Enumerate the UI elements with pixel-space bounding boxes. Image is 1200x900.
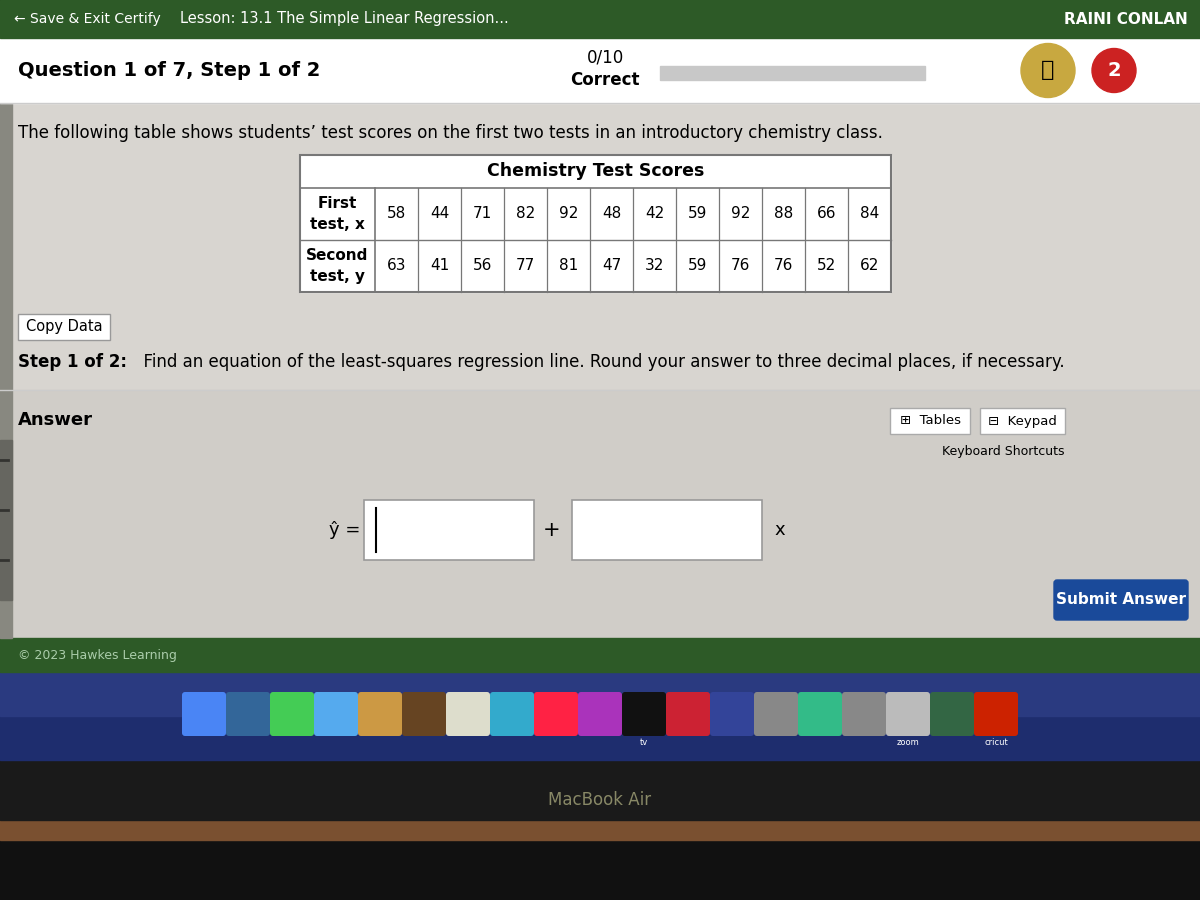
Circle shape (1021, 43, 1075, 97)
FancyBboxPatch shape (890, 408, 970, 434)
Text: 2: 2 (1108, 61, 1121, 80)
Bar (660, 66, 925, 80)
FancyBboxPatch shape (226, 692, 270, 736)
FancyBboxPatch shape (930, 692, 974, 736)
Bar (364, 500, 534, 560)
Text: © 2023 Hawkes Learning: © 2023 Hawkes Learning (18, 649, 176, 662)
Bar (0, 760, 1200, 820)
Circle shape (1092, 49, 1136, 93)
Text: 47: 47 (602, 258, 622, 274)
Text: 62: 62 (860, 258, 880, 274)
Text: Find an equation of the least-squares regression line. Round your answer to thre: Find an equation of the least-squares re… (133, 353, 1064, 371)
FancyBboxPatch shape (754, 692, 798, 736)
FancyBboxPatch shape (270, 692, 314, 736)
Text: Chemistry Test Scores: Chemistry Test Scores (487, 163, 704, 181)
Text: ⊞  Tables: ⊞ Tables (900, 415, 960, 428)
Text: 92: 92 (731, 206, 750, 221)
Text: RAINI CONLAN: RAINI CONLAN (1064, 12, 1188, 26)
FancyBboxPatch shape (358, 692, 402, 736)
Bar (300, 155, 890, 292)
Bar (572, 500, 762, 560)
FancyBboxPatch shape (886, 692, 930, 736)
Bar (0, 38, 1200, 103)
Text: 66: 66 (817, 206, 836, 221)
Text: 92: 92 (559, 206, 578, 221)
Text: ŷ =: ŷ = (329, 521, 360, 539)
Bar (0, 103, 12, 638)
Text: Submit Answer: Submit Answer (1056, 592, 1186, 608)
Text: 82: 82 (516, 206, 535, 221)
Text: 81: 81 (559, 258, 578, 274)
FancyBboxPatch shape (182, 692, 226, 736)
Text: Second
test, y: Second test, y (306, 248, 368, 284)
Text: 59: 59 (688, 258, 707, 274)
Text: zoom: zoom (896, 738, 919, 747)
Text: 48: 48 (602, 206, 622, 221)
FancyBboxPatch shape (798, 692, 842, 736)
Text: ⊟  Keypad: ⊟ Keypad (988, 415, 1057, 428)
Text: 41: 41 (430, 258, 449, 274)
FancyBboxPatch shape (666, 692, 710, 736)
FancyBboxPatch shape (980, 408, 1066, 434)
Text: ← Save & Exit Certify: ← Save & Exit Certify (14, 12, 161, 26)
Text: 44: 44 (430, 206, 449, 221)
Bar (300, 155, 890, 292)
Text: First
test, x: First test, x (310, 196, 365, 232)
Text: 0/10: 0/10 (587, 49, 624, 67)
FancyBboxPatch shape (490, 692, 534, 736)
FancyBboxPatch shape (974, 692, 1018, 736)
Text: 76: 76 (774, 258, 793, 274)
Text: 42: 42 (644, 206, 664, 221)
Text: 71: 71 (473, 206, 492, 221)
Bar (0, 0, 1200, 38)
Text: Correct: Correct (570, 71, 640, 89)
Text: Step 1 of 2:: Step 1 of 2: (18, 353, 127, 371)
Text: Lesson: 13.1 The Simple Linear Regression...: Lesson: 13.1 The Simple Linear Regressio… (180, 12, 509, 26)
Bar (0, 103, 1200, 638)
Text: 63: 63 (386, 258, 407, 274)
Text: 58: 58 (386, 206, 406, 221)
FancyBboxPatch shape (402, 692, 446, 736)
Text: 76: 76 (731, 258, 750, 274)
FancyBboxPatch shape (1054, 580, 1188, 620)
FancyBboxPatch shape (578, 692, 622, 736)
Text: Copy Data: Copy Data (25, 320, 102, 335)
FancyBboxPatch shape (446, 692, 490, 736)
Text: x: x (774, 521, 785, 539)
FancyBboxPatch shape (18, 314, 110, 340)
FancyBboxPatch shape (622, 692, 666, 736)
Text: 🏆: 🏆 (1042, 60, 1055, 80)
Text: 52: 52 (817, 258, 836, 274)
Bar (0, 672, 1200, 760)
FancyBboxPatch shape (534, 692, 578, 736)
Bar (0, 820, 1200, 840)
Text: 88: 88 (774, 206, 793, 221)
Text: The following table shows students’ test scores on the first two tests in an int: The following table shows students’ test… (18, 124, 883, 142)
Text: Question 1 of 7, Step 1 of 2: Question 1 of 7, Step 1 of 2 (18, 61, 320, 80)
Bar (0, 672, 1200, 716)
Text: 32: 32 (644, 258, 664, 274)
Text: 77: 77 (516, 258, 535, 274)
Text: 56: 56 (473, 258, 492, 274)
Bar (0, 840, 1200, 900)
Text: tv: tv (640, 738, 648, 747)
Text: +: + (544, 520, 560, 540)
FancyBboxPatch shape (314, 692, 358, 736)
Bar (0, 440, 12, 600)
FancyBboxPatch shape (710, 692, 754, 736)
Text: 59: 59 (688, 206, 707, 221)
Text: 84: 84 (860, 206, 880, 221)
Bar (0, 390, 1200, 638)
Text: MacBook Air: MacBook Air (548, 791, 652, 809)
FancyBboxPatch shape (842, 692, 886, 736)
Text: Answer: Answer (18, 411, 94, 429)
Bar (0, 638, 1200, 672)
Text: Keyboard Shortcuts: Keyboard Shortcuts (942, 446, 1066, 458)
Text: cricut: cricut (984, 738, 1008, 747)
